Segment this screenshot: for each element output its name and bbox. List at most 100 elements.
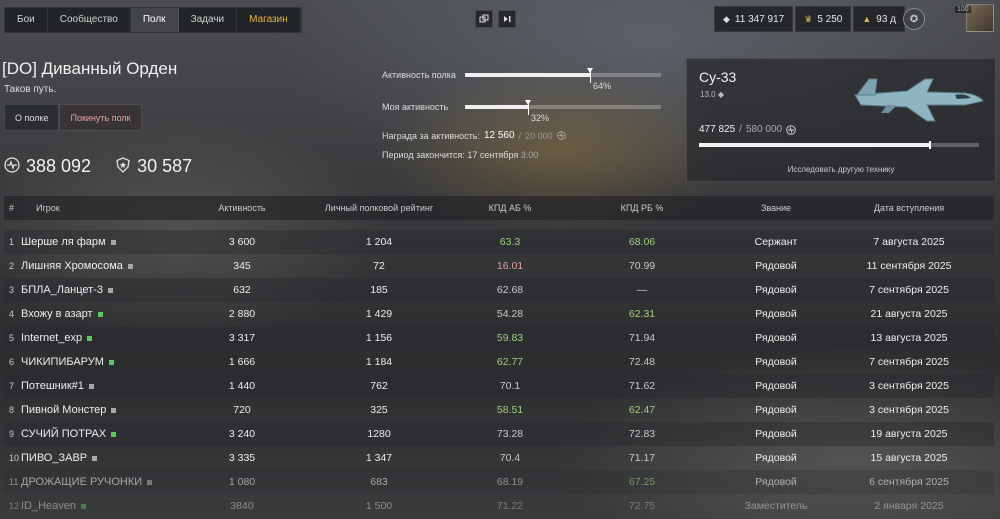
player-personal-rating: 72 [373, 260, 385, 272]
online-status-icon [108, 359, 114, 365]
player-name[interactable]: ЧИКИПИБАРУМ [21, 350, 114, 374]
jet-aircraft-icon [854, 78, 984, 122]
player-activity: 720 [233, 404, 251, 416]
column-header-personal-rating[interactable]: Личный полковой рейтинг [324, 203, 434, 213]
tab-community[interactable]: Сообщество [48, 8, 131, 32]
table-row[interactable]: 1 Шерше ля фарм 3 600 1 204 63.3 68.06 Сержант… [4, 230, 994, 254]
rating-value: 388 092 [26, 156, 92, 176]
silver-lions-icon: ◆ [723, 13, 730, 24]
vehicle-research-exp: 477 825 / 580 000 [699, 124, 796, 135]
table-row[interactable]: 11 ДРОЖАЩИЕ РУЧОНКИ 1 080 683 68.19 67.25 Рядо… [4, 470, 994, 494]
table-row[interactable]: 9 СУЧИЙ ПОТРАХ 3 240 1280 73.28 72.83 Рядовой 1… [4, 422, 994, 446]
tab-tasks[interactable]: Задачи [179, 8, 238, 32]
exp-current: 477 825 [699, 124, 736, 135]
my-activity-percent: 32% [531, 113, 550, 123]
column-header-join-date[interactable]: Дата вступления [873, 203, 945, 213]
player-ab-efficiency: 68.19 [496, 476, 524, 488]
silver-lions[interactable]: ◆ 11 347 917 [714, 6, 794, 32]
leave-regiment-button[interactable]: Покинуть полк [59, 104, 142, 131]
table-row[interactable]: 5 Internet_exp 3 317 1 156 59.83 71.94 Рядовой… [4, 326, 994, 350]
row-number: 6 [9, 357, 15, 367]
regiment-activity-bar: 64% [465, 68, 661, 91]
online-status-icon [147, 479, 153, 485]
player-name[interactable]: ДРОЖАЩИЕ РУЧОНКИ [21, 470, 153, 494]
player-rb-efficiency: 67.25 [628, 476, 656, 488]
player-personal-rating: 185 [370, 284, 388, 296]
player-join-date: 3 сентября 2025 [869, 380, 949, 392]
window-switch-button[interactable] [475, 10, 493, 28]
player-rb-efficiency: 71.17 [628, 452, 656, 464]
activity-reward: Награда за активность: 12 560 / 20 000 [382, 130, 566, 141]
player-join-date: 7 августа 2025 [873, 236, 945, 248]
player-name[interactable]: Лишняя Хромосома [21, 254, 133, 278]
row-number: 5 [9, 333, 15, 343]
row-number: 4 [9, 309, 15, 319]
top-nav: Бои Сообщество Полк Задачи Магазин [4, 7, 302, 33]
player-ab-efficiency: 58.51 [496, 404, 524, 416]
player-rank: Рядовой [755, 332, 797, 344]
reward-current: 12 560 [483, 130, 515, 141]
player-ab-efficiency: 70.4 [499, 452, 521, 464]
golden-eagle-icon: ♛ [804, 13, 813, 24]
research-other-vehicle-link[interactable]: Исследовать другую технику [787, 165, 895, 174]
premium-value: 93 д [876, 13, 897, 25]
player-rank: Рядовой [755, 308, 797, 320]
row-number: 12 [9, 501, 20, 511]
windows-icon [479, 14, 489, 23]
column-header-player[interactable]: Игрок [36, 203, 60, 213]
table-row[interactable]: 12 ID_Heaven 3840 1 500 71.22 72.75 Заместител… [4, 494, 994, 518]
column-header-rb-efficiency[interactable]: КПД РБ % [620, 203, 664, 213]
player-name[interactable]: Internet_exp [21, 326, 93, 350]
player-activity: 1 080 [228, 476, 256, 488]
premium-account[interactable]: ▲ 93 д [853, 6, 906, 32]
table-row[interactable]: 10 ПИВО_ЗАВР 3 335 1 347 70.4 71.17 Рядовой 15 … [4, 446, 994, 470]
regiment-name: [DO] Диванный Орден [2, 59, 178, 78]
player-name[interactable]: СУЧИЙ ПОТРАХ [21, 422, 117, 446]
golden-eagles[interactable]: ♛ 5 250 [795, 6, 852, 32]
player-rb-efficiency: 71.62 [628, 380, 656, 392]
table-row[interactable]: 8 Пивной Монстер 720 325 58.51 62.47 Рядовой 3 … [4, 398, 994, 422]
row-number: 9 [9, 429, 15, 439]
player-name[interactable]: Пивной Монстер [21, 398, 117, 422]
column-header-number[interactable]: # [9, 203, 15, 213]
about-regiment-button[interactable]: О полке [4, 104, 60, 131]
vehicle-research-panel[interactable]: Су-33 13.0 ◆ 477 825 / 580 000 Исследова… [686, 58, 996, 182]
table-row[interactable]: 7 Потешник#1 1 440 762 70.1 71.62 Рядовой 3 сен… [4, 374, 994, 398]
player-ab-efficiency: 63.3 [499, 236, 521, 248]
skip-button[interactable] [498, 10, 516, 28]
rank-emblem-icon[interactable]: ✪ [903, 8, 925, 30]
column-header-activity[interactable]: Активность [218, 203, 266, 213]
table-row[interactable]: 2 Лишняя Хромосома 345 72 16.01 70.99 Рядовой 1… [4, 254, 994, 278]
table-row[interactable]: 3 БПЛА_Ланцет-3 632 185 62.68 — Рядовой 7 сентя… [4, 278, 994, 302]
next-track-icon [504, 16, 511, 22]
column-header-ab-efficiency[interactable]: КПД АБ % [488, 203, 532, 213]
vehicle-research-progress [699, 141, 979, 149]
exp-separator: / [739, 124, 742, 135]
player-personal-rating: 1 429 [365, 308, 393, 320]
column-header-rank[interactable]: Звание [760, 203, 792, 213]
player-join-date: 19 августа 2025 [870, 428, 948, 440]
player-name[interactable]: ID_Heaven [21, 494, 87, 518]
online-status-icon [127, 263, 133, 269]
player-name[interactable]: БПЛА_Ланцет-3 [21, 278, 113, 302]
player-ab-efficiency: 71.22 [496, 500, 524, 512]
table-row[interactable]: 6 ЧИКИПИБАРУМ 1 666 1 184 62.77 72.48 Рядовой 7… [4, 350, 994, 374]
player-name[interactable]: Шерше ля фарм [21, 230, 116, 254]
online-status-icon [110, 239, 116, 245]
player-name[interactable]: Потешник#1 [21, 374, 94, 398]
player-rb-efficiency: 68.06 [628, 236, 656, 248]
tab-battles[interactable]: Бои [5, 8, 48, 32]
vehicle-research-marker [929, 141, 931, 149]
player-ab-efficiency: 59.83 [496, 332, 524, 344]
reward-label: Награда за активность: [382, 130, 480, 141]
tab-shop[interactable]: Магазин [237, 8, 301, 32]
online-status-icon [111, 431, 117, 437]
player-name[interactable]: ПИВО_ЗАВР [21, 446, 98, 470]
tab-regiment[interactable]: Полк [130, 8, 179, 32]
player-personal-rating: 1280 [367, 428, 391, 440]
player-join-date: 13 августа 2025 [870, 332, 948, 344]
player-name[interactable]: Вхожу в азарт [21, 302, 103, 326]
player-ab-efficiency: 73.28 [496, 428, 524, 440]
row-number: 7 [9, 381, 15, 391]
table-row[interactable]: 4 Вхожу в азарт 2 880 1 429 54.28 62.31 Рядово… [4, 302, 994, 326]
